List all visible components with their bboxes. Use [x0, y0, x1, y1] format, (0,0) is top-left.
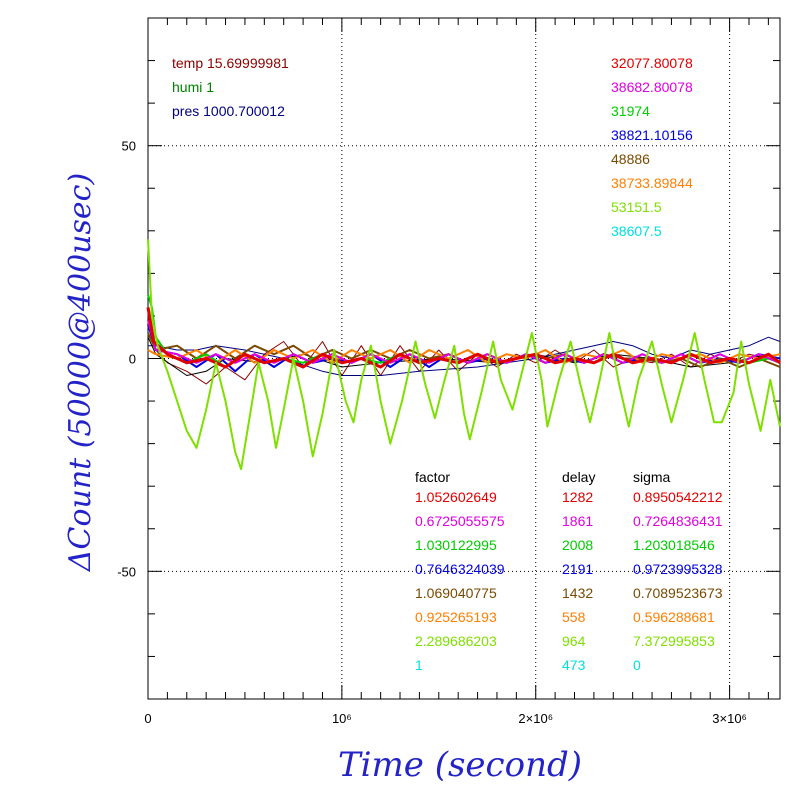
table-cell-delay: 1282: [562, 489, 593, 505]
series-legend-entry: 31974: [611, 103, 650, 119]
table-cell-delay: 2008: [562, 537, 593, 553]
series-legend-entry: 32077.80078: [611, 55, 693, 71]
table-cell-sigma: 0.9723995328: [633, 561, 723, 577]
labels: 0 10⁶ 2×10⁶ 3×10⁶ -50 0 50 temp 15.69999981 humi…: [117, 55, 747, 726]
x-tick-label: 3×10⁶: [712, 711, 747, 726]
table-cell-delay: 473: [562, 657, 586, 673]
series-line: [147, 349, 781, 364]
series-line: [146, 307, 781, 369]
table-cell-factor: 2.289686203: [415, 633, 497, 649]
series-legend-entry: 38607.5: [611, 223, 662, 239]
table-cell-sigma: 0: [633, 657, 641, 673]
table-cell-delay: 1432: [562, 585, 593, 601]
table-header-sigma: sigma: [633, 469, 671, 485]
table-cell-factor: 0.7646324039: [415, 561, 505, 577]
table-cell-sigma: 7.372995853: [633, 633, 715, 649]
series-legend-entry: 38821.10156: [611, 127, 693, 143]
table-cell-delay: 558: [562, 609, 586, 625]
y-axis-label: ΔCount (50000@400usec): [63, 173, 98, 572]
x-tick-label: 10⁶: [332, 711, 352, 726]
table-cell-factor: 1.030122995: [415, 537, 497, 553]
table-cell-sigma: 0.7264836431: [633, 513, 723, 529]
y-tick-label: -50: [117, 564, 136, 579]
table-cell-factor: 0.6725055575: [415, 513, 505, 529]
env-label: humi 1: [172, 79, 214, 95]
series-legend-entry: 38733.89844: [611, 175, 693, 191]
table-cell-delay: 964: [562, 633, 586, 649]
y-tick-label: 50: [122, 139, 136, 154]
table-cell-sigma: 1.203018546: [633, 537, 715, 553]
table-header-factor: factor: [415, 469, 450, 485]
table-cell-delay: 1861: [562, 513, 593, 529]
table-cell-factor: 1: [415, 657, 423, 673]
table-header-delay: delay: [562, 469, 595, 485]
x-tick-label: 0: [144, 711, 151, 726]
table-cell-sigma: 0.7089523673: [633, 585, 723, 601]
table-cell-sigma: 0.596288681: [633, 609, 715, 625]
x-tick-label: 2×10⁶: [518, 711, 553, 726]
data-series: [146, 239, 781, 471]
series-line: [147, 319, 781, 364]
table-cell-delay: 2191: [562, 561, 593, 577]
series-legend-entry: 53151.5: [611, 199, 662, 215]
series-line: [147, 239, 781, 471]
tick-marks: [148, 18, 780, 699]
env-label: temp 15.69999981: [172, 55, 289, 71]
series-legend-entry: 48886: [611, 151, 650, 167]
env-label: pres 1000.700012: [172, 103, 285, 119]
x-axis-label: Time (second): [338, 745, 582, 785]
table-cell-factor: 1.069040775: [415, 585, 497, 601]
table-cell-factor: 1.052602649: [415, 489, 497, 505]
y-tick-label: 0: [129, 352, 136, 367]
series-legend-entry: 38682.80078: [611, 79, 693, 95]
table-cell-factor: 0.925265193: [415, 609, 497, 625]
table-cell-sigma: 0.8950542212: [633, 489, 723, 505]
